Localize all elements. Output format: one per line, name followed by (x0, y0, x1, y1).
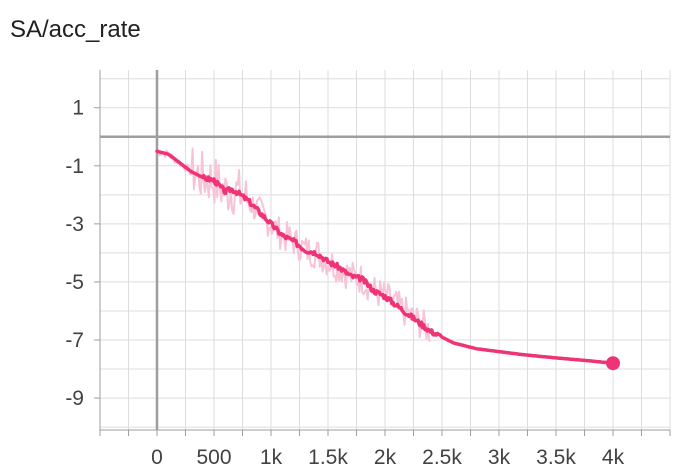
y-tick-label: 1 (72, 97, 84, 120)
x-tick-label: 2.5k (422, 446, 462, 469)
chart-title: SA/acc_rate (10, 16, 141, 43)
x-tick-label: 4k (602, 446, 625, 469)
smoothed-series (155, 149, 620, 371)
last-point-marker (606, 356, 620, 371)
raw-data-line (156, 147, 431, 342)
series-line (155, 149, 615, 365)
y-tick-label: -1 (65, 155, 84, 178)
x-tick-label: 500 (196, 446, 231, 469)
x-tick-label: 0 (151, 446, 163, 469)
tick-labels: 1 -1 -3 -5 -7 -9 0 500 1k 1.5k 2k 2.5k 3k 3.5k 4k (65, 97, 671, 469)
x-tick-label: 1.5k (308, 446, 348, 469)
y-tick-label: -5 (65, 271, 84, 294)
gridlines (99, 70, 671, 430)
y-tick-label: -9 (65, 387, 84, 410)
x-tick-label: 3.5k (536, 446, 576, 469)
x-tick-label: 1k (260, 446, 283, 469)
x-tick-label: 3k (488, 446, 511, 469)
x-tick-label: 2k (374, 446, 397, 469)
y-tick-label: -7 (65, 329, 84, 352)
raw-series (156, 147, 431, 342)
y-tick-label: -3 (65, 213, 84, 236)
